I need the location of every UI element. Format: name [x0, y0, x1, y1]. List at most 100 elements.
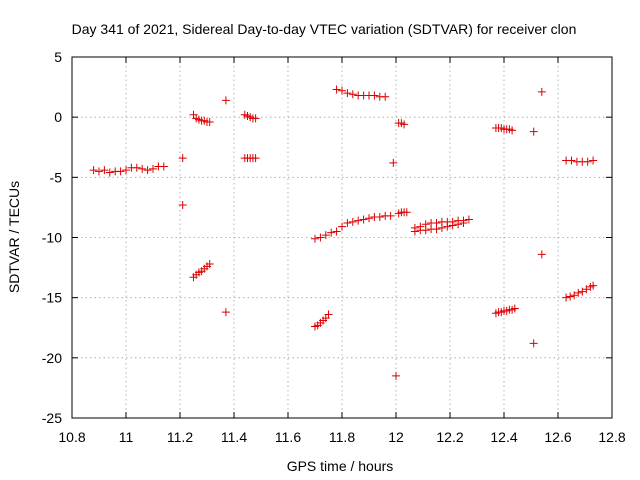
data-point — [178, 201, 187, 210]
data-point — [105, 168, 114, 177]
x-tick-label: 12.2 — [436, 429, 463, 445]
series-sat-m — [410, 219, 468, 236]
data-point — [432, 225, 441, 234]
data-point — [375, 213, 384, 222]
chart-title: Day 341 of 2021, Sidereal Day-to-day VTE… — [72, 21, 577, 37]
y-tick-label: -10 — [42, 230, 62, 246]
data-point — [386, 211, 395, 220]
data-point — [332, 85, 341, 94]
series-sat-k — [394, 208, 411, 218]
data-point — [205, 117, 214, 126]
data-point — [143, 166, 152, 175]
x-tick-label: 12.8 — [598, 429, 625, 445]
data-point — [448, 221, 457, 230]
data-point — [122, 166, 130, 175]
series-sat-p — [529, 87, 546, 348]
data-point — [567, 156, 576, 165]
series-sat-o — [491, 304, 519, 318]
data-point — [537, 87, 546, 96]
data-point — [402, 208, 411, 217]
data-point — [359, 215, 368, 224]
series-sat-b — [178, 110, 214, 210]
data-point — [508, 126, 517, 135]
data-point — [443, 222, 452, 231]
x-tick-label: 12 — [388, 429, 404, 445]
data-point — [338, 86, 346, 95]
data-point — [149, 164, 157, 173]
data-point — [410, 227, 419, 236]
x-tick-label: 11.8 — [329, 429, 355, 445]
data-point — [89, 166, 98, 175]
data-point — [343, 219, 352, 228]
series-sat-d — [221, 96, 230, 317]
x-tick-label: 11.6 — [275, 429, 301, 445]
x-axis-label: GPS time / hours — [287, 458, 394, 474]
y-tick-label: -5 — [50, 169, 63, 185]
data-point — [348, 217, 357, 226]
y-tick-label: -25 — [42, 410, 62, 426]
data-point — [332, 227, 341, 236]
x-tick-label: 12.4 — [490, 429, 517, 445]
data-point — [529, 339, 538, 348]
series-sat-c — [178, 154, 214, 282]
data-point — [459, 219, 468, 228]
data-point — [537, 250, 546, 259]
x-tick-labels: 10.8 11 11.2 11.4 11.6 11.8 12 12.2 12.4 12.6 12.8 — [58, 429, 625, 445]
data-point — [100, 166, 109, 175]
series-sat-q — [562, 156, 598, 166]
data-point — [251, 154, 260, 163]
data-point — [562, 293, 571, 302]
data-points — [89, 85, 598, 380]
data-point — [392, 371, 400, 380]
data-point — [95, 167, 103, 176]
data-point — [570, 291, 579, 300]
series-sat-g — [311, 310, 333, 331]
data-point — [421, 226, 430, 235]
series-sat-e — [240, 110, 260, 123]
data-point — [324, 310, 333, 319]
data-point — [454, 220, 463, 229]
data-point — [582, 285, 591, 294]
data-point — [381, 92, 390, 101]
data-point — [132, 163, 141, 172]
y-tick-labels: -25 -20 -15 -10 -5 0 5 — [42, 49, 62, 426]
y-tick-label: 5 — [54, 49, 62, 65]
data-point — [138, 164, 147, 173]
y-tick-label: -20 — [42, 350, 62, 366]
data-point — [389, 158, 398, 167]
data-point — [529, 127, 538, 136]
data-point — [365, 214, 373, 223]
plot-frame — [71, 56, 613, 419]
data-point — [343, 89, 352, 98]
data-point — [510, 304, 519, 313]
data-point — [116, 167, 125, 176]
axis-ticks — [71, 56, 613, 419]
y-tick-label: 0 — [54, 109, 62, 125]
x-tick-label: 12.6 — [544, 429, 571, 445]
series-sat-f — [240, 154, 260, 163]
x-tick-label: 10.8 — [58, 429, 85, 445]
series-sat-i — [332, 85, 390, 101]
data-point — [338, 222, 346, 231]
data-point — [574, 288, 583, 297]
data-point — [316, 233, 325, 242]
x-tick-label: 11.4 — [221, 429, 247, 445]
grid — [72, 57, 612, 418]
data-point — [327, 228, 336, 237]
data-point — [311, 234, 319, 243]
data-point — [578, 287, 587, 296]
data-point — [464, 215, 473, 224]
series-sat-r — [562, 281, 598, 302]
series-sat-n — [491, 123, 517, 135]
data-point — [159, 162, 168, 171]
data-point — [348, 90, 357, 99]
data-point — [178, 154, 187, 163]
data-point — [583, 157, 592, 166]
data-point — [221, 96, 230, 105]
data-point — [251, 114, 260, 123]
data-point — [589, 156, 598, 165]
series-sat-j — [389, 119, 409, 380]
series-sat-h — [311, 211, 395, 243]
data-point — [566, 292, 575, 301]
